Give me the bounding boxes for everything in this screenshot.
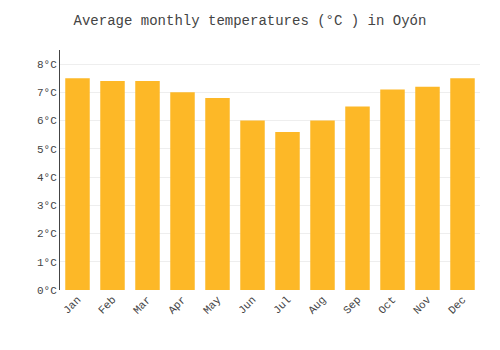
svg-text:0°C: 0°C <box>37 285 57 297</box>
svg-text:5°C: 5°C <box>37 144 57 156</box>
svg-text:Jan: Jan <box>61 294 83 316</box>
svg-text:May: May <box>201 294 224 317</box>
svg-text:Feb: Feb <box>96 294 118 316</box>
svg-text:3°C: 3°C <box>37 200 57 212</box>
svg-text:Oct: Oct <box>376 294 398 316</box>
svg-text:1°C: 1°C <box>37 257 57 269</box>
svg-text:8°C: 8°C <box>37 59 57 71</box>
svg-text:Apr: Apr <box>166 294 188 316</box>
svg-text:Sep: Sep <box>341 294 363 316</box>
svg-text:Mar: Mar <box>131 294 153 316</box>
svg-text:2°C: 2°C <box>37 228 57 240</box>
svg-text:Dec: Dec <box>446 294 468 316</box>
svg-text:Aug: Aug <box>306 294 328 316</box>
svg-text:7°C: 7°C <box>37 87 57 99</box>
svg-text:4°C: 4°C <box>37 172 57 184</box>
svg-text:Average monthly temperatures (: Average monthly temperatures (°C ) in Oy… <box>74 13 427 29</box>
svg-text:6°C: 6°C <box>37 115 57 127</box>
svg-text:Jun: Jun <box>236 294 258 316</box>
svg-text:Nov: Nov <box>411 294 434 317</box>
svg-text:Jul: Jul <box>271 294 293 316</box>
